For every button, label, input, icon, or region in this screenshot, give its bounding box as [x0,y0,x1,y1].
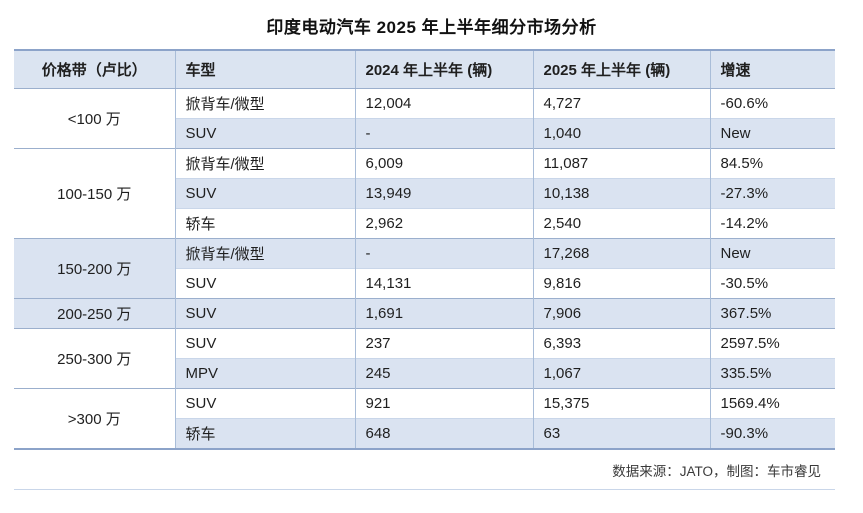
table-row: 轿车 648 63 -90.3% [14,418,835,449]
vehicle-type-cell: SUV [174,268,355,298]
col-header-h1-2024: 2024 年上半年 (辆) [354,50,533,89]
h1-2025-cell: 1,067 [532,358,710,388]
page-title: 印度电动汽车 2025 年上半年细分市场分析 [266,18,597,37]
price-band-cell: <100 万 [14,88,175,148]
h1-2025-cell: 6,393 [532,328,710,358]
h1-2024-cell: 921 [354,388,533,418]
growth-cell: -27.3% [709,178,835,208]
h1-2024-cell: - [354,238,533,268]
h1-2024-cell: 14,131 [354,268,533,298]
col-header-vehicle-type: 车型 [174,50,355,89]
h1-2025-cell: 17,268 [532,238,710,268]
growth-cell: 367.5% [709,298,835,328]
vehicle-type-cell: 轿车 [174,418,355,449]
price-band-cell: 200-250 万 [14,298,175,328]
vehicle-type-cell: 轿车 [174,208,355,238]
h1-2024-cell: - [354,118,533,148]
price-band-cell: 250-300 万 [14,328,175,388]
h1-2025-cell: 11,087 [532,148,710,178]
vehicle-type-cell: SUV [174,118,355,148]
col-header-price-band: 价格带（卢比） [14,50,175,89]
h1-2024-cell: 648 [354,418,533,449]
col-header-h1-2025: 2025 年上半年 (辆) [532,50,710,89]
table-row: >300 万 SUV 921 15,375 1569.4% [14,388,835,449]
growth-cell: 1569.4% [709,388,835,418]
vehicle-type-cell: 掀背车/微型 [174,238,355,268]
h1-2024-cell: 1,691 [354,298,533,328]
table-row: 200-250 万 SUV 1,691 7,906 367.5% [14,298,835,328]
h1-2025-cell: 7,906 [532,298,710,328]
growth-cell: -14.2% [709,208,835,238]
h1-2024-cell: 12,004 [354,88,533,118]
h1-2025-cell: 1,040 [532,118,710,148]
vehicle-type-cell: 掀背车/微型 [174,88,355,118]
table-row: 250-300 万 SUV 237 6,393 2597.5% [14,328,835,388]
market-segment-table: 价格带（卢比） 车型 2024 年上半年 (辆) 2025 年上半年 (辆) 增… [14,49,835,450]
h1-2024-cell: 245 [354,358,533,388]
table-row: 轿车 2,962 2,540 -14.2% [14,208,835,238]
table-row: 100-150 万 掀背车/微型 6,009 11,087 84.5% [14,148,835,238]
h1-2024-cell: 237 [354,328,533,358]
vehicle-type-cell: SUV [174,178,355,208]
h1-2025-cell: 4,727 [532,88,710,118]
table-row: 150-200 万 掀背车/微型 - 17,268 New [14,238,835,298]
h1-2025-cell: 10,138 [532,178,710,208]
h1-2025-cell: 9,816 [532,268,710,298]
vehicle-type-cell: 掀背车/微型 [174,148,355,178]
h1-2025-cell: 15,375 [532,388,710,418]
growth-cell: New [709,118,835,148]
source-note: 数据来源：JATO，制图：车市睿见 [14,450,835,490]
h1-2025-cell: 63 [532,418,710,449]
growth-cell: -30.5% [709,268,835,298]
growth-cell: -60.6% [709,88,835,118]
growth-cell: New [709,238,835,268]
growth-cell: 84.5% [709,148,835,178]
price-band-cell: >300 万 [14,388,175,449]
h1-2024-cell: 6,009 [354,148,533,178]
h1-2024-cell: 2,962 [354,208,533,238]
vehicle-type-cell: SUV [174,388,355,418]
price-band-cell: 150-200 万 [14,238,175,298]
price-band-cell: 100-150 万 [14,148,175,238]
table-row: SUV 13,949 10,138 -27.3% [14,178,835,208]
table-row: SUV - 1,040 New [14,118,835,148]
growth-cell: 2597.5% [709,328,835,358]
h1-2025-cell: 2,540 [532,208,710,238]
h1-2024-cell: 13,949 [354,178,533,208]
header-row: 价格带（卢比） 车型 2024 年上半年 (辆) 2025 年上半年 (辆) 增… [14,50,835,89]
vehicle-type-cell: SUV [174,328,355,358]
table-row: SUV 14,131 9,816 -30.5% [14,268,835,298]
growth-cell: -90.3% [709,418,835,449]
table-row: <100 万 掀背车/微型 12,004 4,727 -60.6% [14,88,835,148]
col-header-growth: 增速 [709,50,835,89]
table-row: MPV 245 1,067 335.5% [14,358,835,388]
growth-cell: 335.5% [709,358,835,388]
vehicle-type-cell: SUV [174,298,355,328]
vehicle-type-cell: MPV [174,358,355,388]
